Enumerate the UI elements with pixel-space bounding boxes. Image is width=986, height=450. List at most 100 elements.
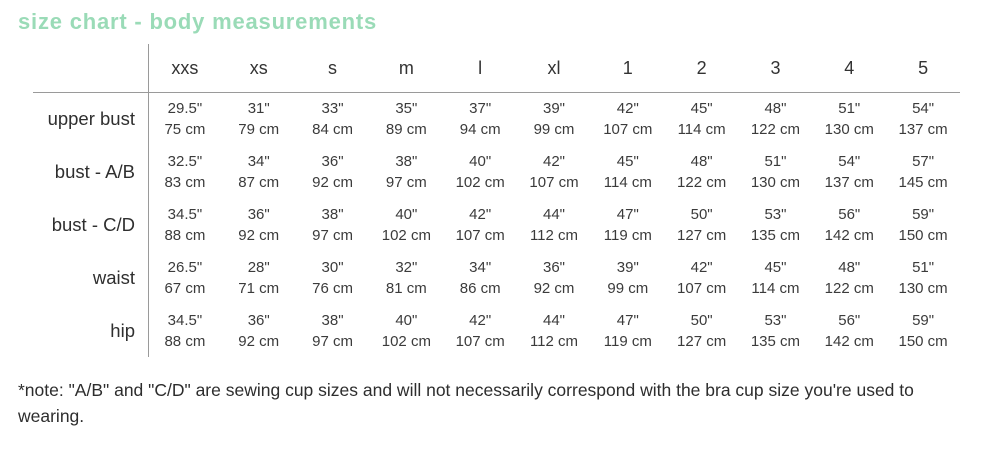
measurement-cell: 36" 92 cm (296, 145, 370, 198)
measurement-cell: 40" 102 cm (443, 145, 517, 198)
inches-value: 54" (838, 152, 861, 170)
inches-value: 50" (690, 311, 713, 329)
measurement-cell: 32.5" 83 cm (148, 145, 222, 198)
measurement-cell: 38" 97 cm (369, 145, 443, 198)
inches-value: 44" (542, 205, 565, 223)
measurement-cell: 44" 112 cm (517, 198, 591, 251)
measurement-cell: 50" 127 cm (665, 304, 739, 357)
inches-value: 38" (395, 152, 418, 170)
inches-value: 50" (690, 205, 713, 223)
measurement-cell: 35" 89 cm (369, 92, 443, 145)
inches-value: 48" (838, 258, 861, 276)
measurement-cell: 29.5" 75 cm (148, 92, 222, 145)
page-title: size chart - body measurements (18, 9, 378, 34)
cm-value: 142 cm (824, 332, 874, 350)
inches-value: 51" (764, 152, 787, 170)
cm-value: 112 cm (529, 332, 579, 350)
measurement-cell: 40" 102 cm (369, 304, 443, 357)
column-header-3: 3 (770, 57, 781, 78)
measurement-cell: 50" 127 cm (665, 198, 739, 251)
cm-value: 119 cm (603, 332, 652, 350)
column-header-1: 1 (622, 57, 633, 78)
inches-value: 47" (616, 205, 639, 223)
measurement-cell: 57" 145 cm (886, 145, 960, 198)
footnote: *note: "A/B" and "C/D" are sewing cup si… (18, 380, 914, 427)
measurement-cell: 45" 114 cm (591, 145, 665, 198)
inches-value: 45" (690, 99, 713, 117)
cm-value: 97 cm (312, 332, 353, 350)
table-header-divider (33, 92, 960, 93)
row-label: upper bust (47, 107, 135, 129)
inches-value: 42" (542, 152, 565, 170)
cm-value: 99 cm (607, 279, 649, 297)
cm-value: 102 cm (381, 332, 431, 350)
measurement-cell: 36" 92 cm (517, 251, 591, 304)
inches-value: 57" (912, 152, 935, 170)
cm-value: 142 cm (824, 226, 874, 244)
inches-value: 34.5" (167, 205, 203, 223)
cm-value: 130 cm (750, 173, 801, 191)
size-chart-page: size chart - body measurements xxs xs s m l x… (0, 9, 986, 450)
cm-value: 75 cm (164, 120, 206, 138)
cm-value: 107 cm (529, 173, 579, 191)
measurement-cell: 56" 142 cm (812, 304, 886, 357)
inches-value: 32.5" (167, 152, 203, 170)
cm-value: 97 cm (385, 173, 427, 191)
cm-value: 67 cm (164, 279, 206, 297)
table-vertical-divider (148, 44, 149, 357)
measurement-cell: 39" 99 cm (517, 92, 591, 145)
measurement-cell: 42" 107 cm (443, 198, 517, 251)
measurement-cell: 28" 71 cm (222, 251, 296, 304)
inches-value: 42" (469, 205, 492, 223)
measurement-cell: 44" 112 cm (517, 304, 591, 357)
inches-value: 40" (395, 311, 418, 329)
measurement-cell: 54" 137 cm (812, 145, 886, 198)
measurement-cell: 48" 122 cm (812, 251, 886, 304)
inches-value: 37" (469, 99, 492, 117)
measurement-cell: 42" 107 cm (443, 304, 517, 357)
cm-value: 127 cm (677, 226, 727, 244)
inches-value: 38" (321, 311, 344, 329)
inches-value: 51" (838, 99, 861, 117)
inches-value: 33" (321, 99, 344, 117)
inches-value: 56" (838, 205, 861, 223)
column-header-4: 4 (844, 57, 855, 78)
table-corner (0, 44, 148, 92)
measurement-cell: 32" 81 cm (369, 251, 443, 304)
cm-value: 107 cm (455, 226, 505, 244)
inches-value: 47" (616, 311, 639, 329)
measurement-cell: 39" 99 cm (591, 251, 665, 304)
cm-value: 107 cm (603, 120, 653, 138)
size-chart-table: xxs xs s m l xl 1 2 3 4 5 upper bust 29.5" 75 cm 31" 79… (0, 44, 960, 357)
measurement-cell: 42" 107 cm (591, 92, 665, 145)
inches-value: 28" (247, 258, 270, 276)
inches-value: 36" (542, 258, 565, 276)
cm-value: 145 cm (898, 173, 948, 191)
measurement-cell: 34" 86 cm (443, 251, 517, 304)
inches-value: 38" (321, 205, 344, 223)
column-header-2: 2 (696, 57, 707, 78)
cm-value: 79 cm (238, 120, 280, 138)
cm-value: 114 cm (603, 173, 652, 191)
measurement-cell: 37" 94 cm (443, 92, 517, 145)
cm-value: 137 cm (824, 173, 874, 191)
inches-value: 29.5" (167, 99, 203, 117)
measurement-cell: 30" 76 cm (296, 251, 370, 304)
measurement-cell: 51" 130 cm (812, 92, 886, 145)
inches-value: 48" (764, 99, 787, 117)
column-header-5: 5 (918, 57, 929, 78)
cm-value: 92 cm (238, 226, 280, 244)
measurement-cell: 38" 97 cm (296, 198, 370, 251)
measurement-cell: 36" 92 cm (222, 198, 296, 251)
measurement-cell: 26.5" 67 cm (148, 251, 222, 304)
inches-value: 40" (469, 152, 492, 170)
cm-value: 102 cm (455, 173, 505, 191)
measurement-cell: 38" 97 cm (296, 304, 370, 357)
measurement-cell: 34.5" 88 cm (148, 198, 222, 251)
cm-value: 71 cm (238, 279, 280, 297)
measurement-cell: 45" 114 cm (665, 92, 739, 145)
inches-value: 42" (469, 311, 492, 329)
cm-value: 92 cm (312, 173, 353, 191)
cm-value: 88 cm (164, 332, 206, 350)
cm-value: 137 cm (898, 120, 948, 138)
